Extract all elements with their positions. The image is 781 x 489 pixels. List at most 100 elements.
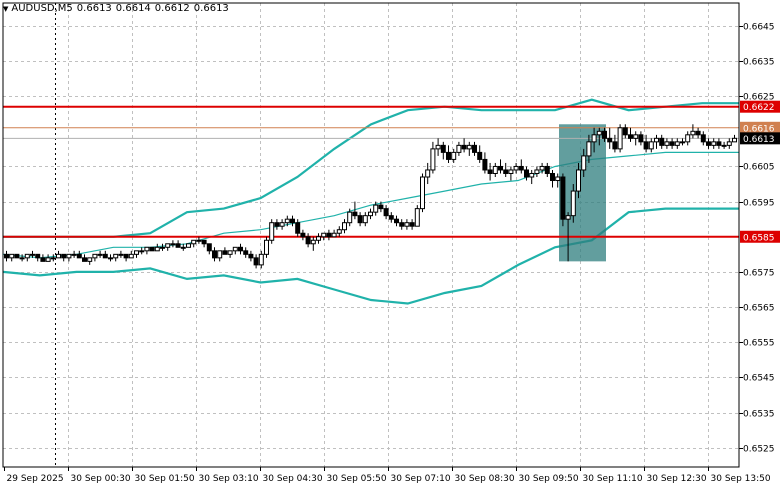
candle-body [607,137,613,143]
candle [669,138,675,149]
candle-body [227,250,233,255]
candle-body [269,222,275,241]
candle [362,212,368,227]
y-tick-label: 0.6595 [743,199,775,209]
candle-body [232,246,238,252]
bid-price-tag [740,132,780,145]
candle [581,148,587,177]
candle-body [508,169,514,174]
candle-body [617,127,623,150]
candle [404,219,410,230]
candles-layer [4,124,737,269]
candle [102,250,108,259]
candle-body [544,165,550,174]
candle [258,250,264,269]
candle [300,229,306,241]
candle [420,173,425,213]
candle-body [576,169,581,192]
x-tick-label: 30 Sep 07:10 [391,474,451,484]
candle [149,246,155,252]
candle [643,134,649,153]
candle-body [534,169,540,174]
candle-body [212,250,217,259]
open-value: 0.6613 [76,3,112,14]
symbol-header[interactable]: ▼ AUDUSD,M5 0.6613 0.6614 0.6612 0.6613 [3,3,233,14]
candle [612,134,618,153]
candle-body [612,141,618,150]
candle [264,236,269,258]
candle [685,131,691,146]
candle-body [66,253,72,259]
candle [477,145,483,163]
candle-body [643,141,649,150]
candle-body [461,144,467,150]
candle-body [45,257,51,262]
candle-body [357,215,363,224]
candle [700,131,706,146]
candle-body [19,257,25,260]
triangle-down-icon[interactable]: ▼ [3,5,9,13]
level-price-tag [740,230,780,243]
candle-body [123,253,129,259]
candle [175,240,181,248]
candle [654,134,659,149]
candle-body [420,176,425,210]
candle [66,253,72,262]
x-tick-label: 30 Sep 13:50 [711,474,771,484]
x-tick-label: 30 Sep 00:30 [71,474,131,484]
candle-body [40,257,46,262]
candle-body [394,218,399,224]
candle-body [160,246,165,249]
candle [550,169,555,188]
candle [87,257,93,265]
candle-body [726,141,732,146]
candle-body [404,222,410,227]
candle [113,253,119,262]
candle [435,138,441,156]
candle-body [50,257,56,260]
candle [596,127,602,146]
candle [76,250,82,259]
candle-body [165,243,171,248]
candle-body [654,137,659,143]
candle [461,138,467,153]
candle-body [383,208,389,217]
x-tick-label: 30 Sep 01:50 [135,474,195,484]
candle [238,243,243,255]
candle [544,162,550,177]
candle-body [71,253,77,256]
candle-body [550,172,555,182]
candle [310,236,316,251]
candle [290,215,295,227]
candle-body [466,144,472,150]
candle-body [258,253,264,266]
candle-body [56,253,61,259]
candle [227,250,233,258]
candle-body [633,134,639,139]
candle [680,138,685,146]
candle-body [24,253,30,259]
candle-body [336,229,342,234]
candle [24,253,30,262]
candle [212,247,217,262]
candle [347,208,353,227]
candle-body [139,250,145,253]
plot-frame [2,2,740,468]
candle-body [581,155,587,171]
candle [180,243,186,251]
candle-body [362,215,368,224]
candle-body [711,141,717,146]
y-tick-label: 0.6625 [743,93,775,103]
candle-body [248,253,254,259]
candle [30,250,35,258]
candle-body [674,141,680,146]
candle [331,229,337,238]
candle [570,184,576,223]
candle-body [300,232,306,238]
candle [248,250,254,262]
candle [186,243,191,248]
candle [664,138,670,149]
candle [388,212,394,223]
candle [560,173,566,227]
